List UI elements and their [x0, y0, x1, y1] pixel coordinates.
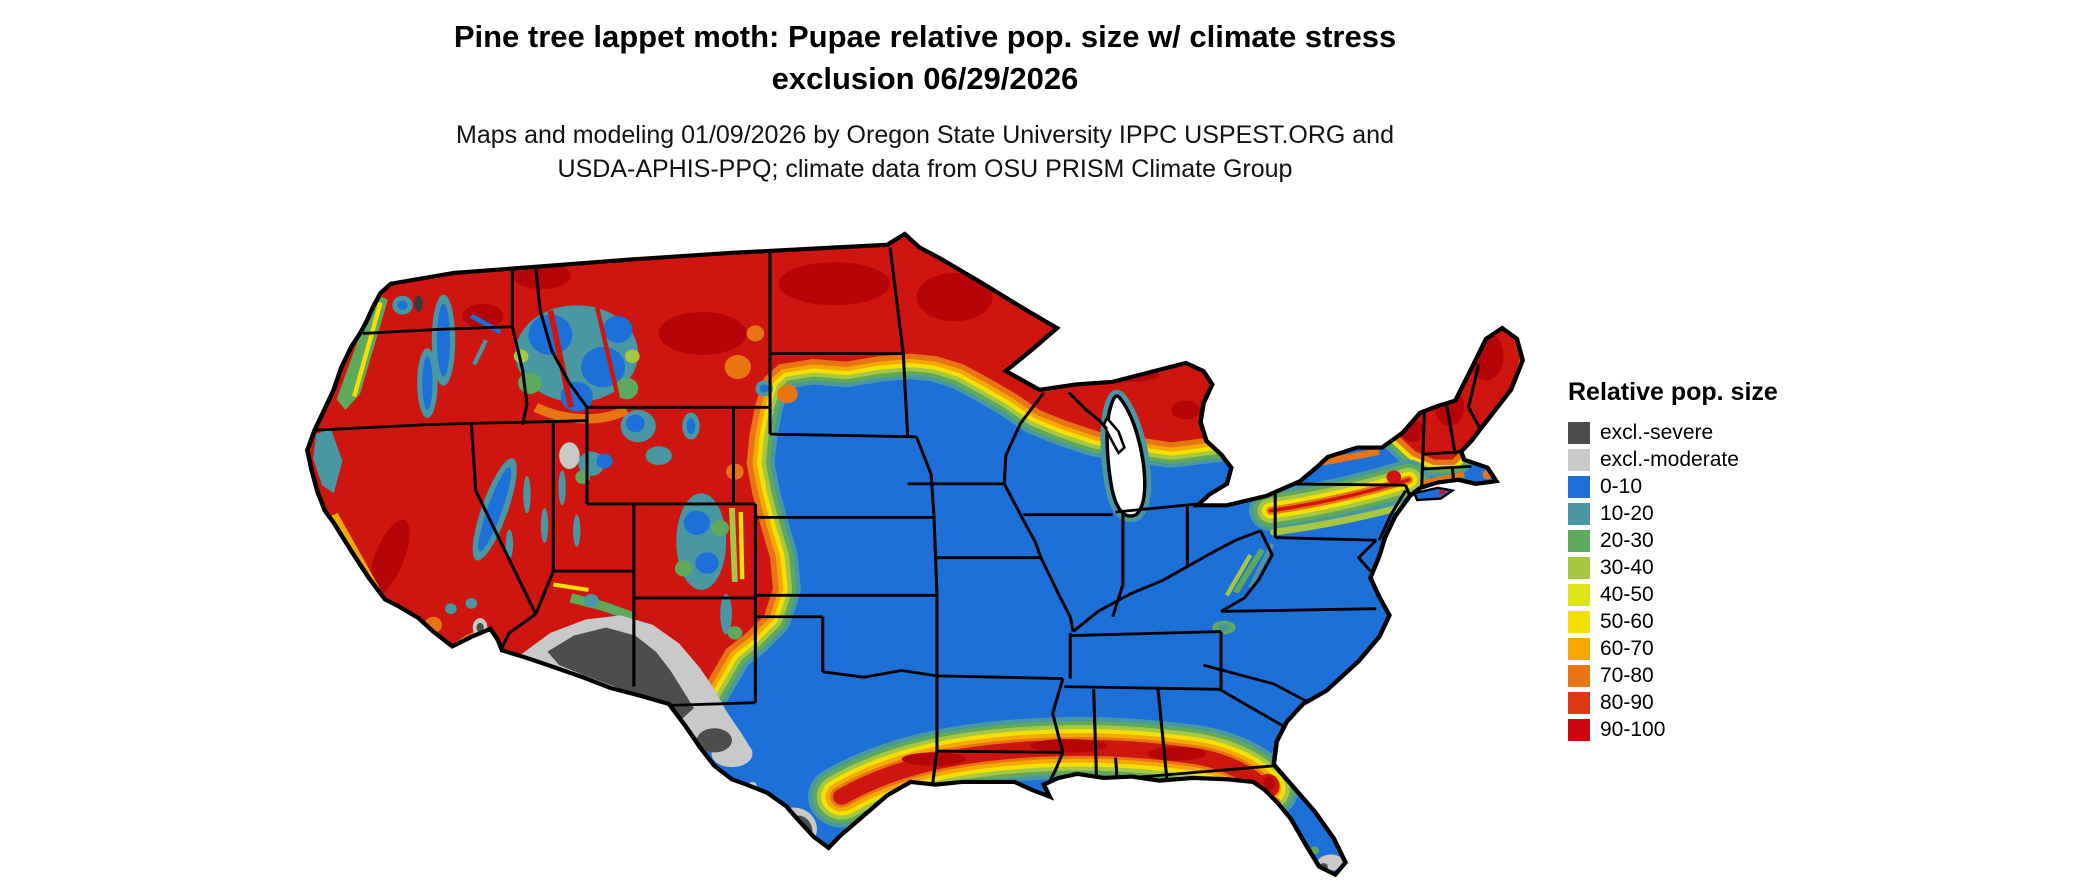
page-subtitle-line2: USDA-APHIS-PPQ; climate data from OSU PR… [557, 155, 1293, 183]
legend-label: excl.-moderate [1600, 448, 1739, 471]
page-subtitle-line1: Maps and modeling 01/09/2026 by Oregon S… [456, 121, 1394, 149]
legend-label: 0-10 [1600, 475, 1643, 498]
legend-swatch [1568, 610, 1590, 633]
legend-row: 90-100 [1568, 716, 1868, 743]
legend-swatch [1568, 691, 1590, 714]
legend-row: 50-60 [1568, 608, 1868, 635]
legend-label: 20-30 [1600, 529, 1654, 552]
legend-row: 60-70 [1568, 635, 1868, 662]
legend-swatch [1568, 583, 1590, 606]
legend-swatch [1568, 637, 1590, 660]
legend-label: 90-100 [1600, 718, 1666, 741]
legend-row: 40-50 [1568, 581, 1868, 608]
north-florida-red-core [1263, 776, 1276, 790]
legend-row: excl.-moderate [1568, 446, 1868, 473]
dark-red-patches [368, 262, 1201, 596]
page-title-line1: Pine tree lappet moth: Pupae relative po… [453, 19, 1397, 54]
long-island-red-spot [1439, 489, 1446, 495]
legend-title: Relative pop. size [1568, 378, 1778, 406]
legend-row: 10-20 [1568, 500, 1868, 527]
legend-label: 10-20 [1600, 502, 1654, 525]
legend-swatch [1568, 529, 1590, 552]
legend-row: 0-10 [1568, 473, 1868, 500]
legend-row: 70-80 [1568, 662, 1868, 689]
legend-label: 60-70 [1600, 637, 1654, 660]
page-subtitle: Maps and modeling 01/09/2026 by Oregon S… [0, 118, 1850, 186]
legend-row: 20-30 [1568, 527, 1868, 554]
legend-swatch [1568, 448, 1590, 471]
legend-label: 30-40 [1600, 556, 1654, 579]
legend-row: excl.-severe [1568, 419, 1868, 446]
map-raster [307, 234, 1523, 875]
page-title-line2: exclusion 06/29/2026 [771, 61, 1079, 96]
legend-swatch [1568, 664, 1590, 687]
us-map [300, 226, 1530, 884]
legend-row: 80-90 [1568, 689, 1868, 716]
legend-label: 70-80 [1600, 664, 1654, 687]
us-map-svg [304, 231, 1526, 878]
legend-swatch [1568, 718, 1590, 741]
smokies-core [1218, 624, 1230, 631]
legend-swatch [1568, 421, 1590, 444]
legend-swatch [1568, 502, 1590, 525]
legend-swatch [1568, 556, 1590, 579]
catskills-red-spot [1386, 470, 1402, 484]
legend-label: 50-60 [1600, 610, 1654, 633]
legend-row: 30-40 [1568, 554, 1868, 581]
us-outline [304, 231, 1526, 878]
legend-label: 80-90 [1600, 691, 1654, 714]
legend-swatch [1568, 475, 1590, 498]
page-title: Pine tree lappet moth: Pupae relative po… [0, 16, 1850, 100]
legend: Relative pop. size excl.-severe excl.-mo… [1568, 378, 1868, 743]
legend-label: excl.-severe [1600, 421, 1714, 444]
gulf-band-cores [901, 738, 1207, 766]
state-borders [316, 247, 1484, 786]
legend-label: 40-50 [1600, 583, 1654, 606]
southwest-exclusion-zone [521, 615, 753, 768]
